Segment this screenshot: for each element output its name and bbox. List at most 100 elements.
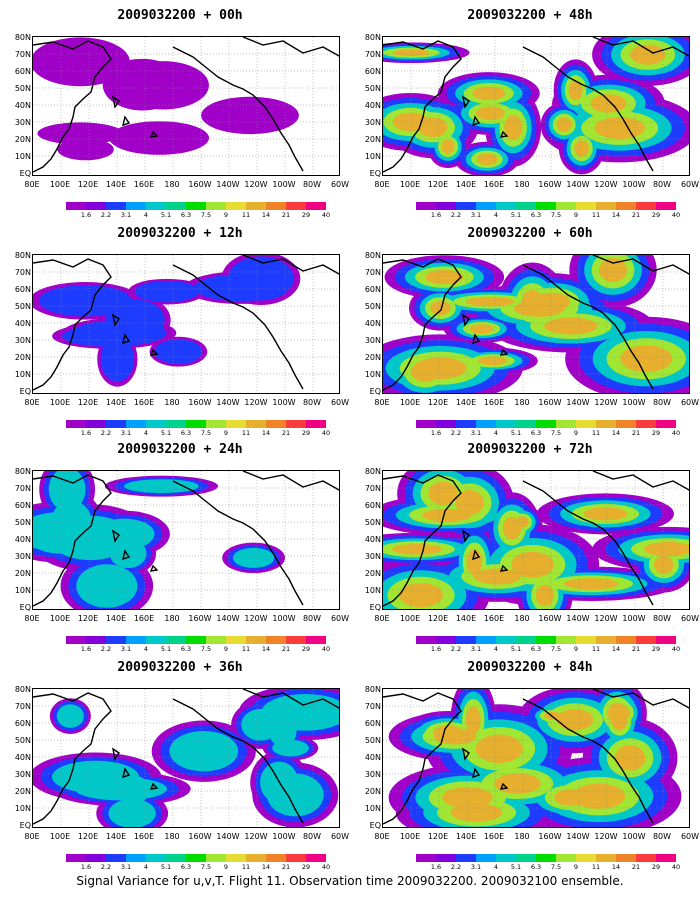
- variance-field: [33, 255, 339, 393]
- colorbar-swatch: [436, 854, 456, 862]
- variance-contour: [594, 117, 645, 140]
- lat-label: 10N: [14, 804, 31, 813]
- lon-label: 160W: [538, 614, 562, 623]
- lat-label: EQ: [19, 603, 31, 612]
- lat-label: 60N: [14, 501, 31, 510]
- map-panel: 2009032200 + 72h 80N 70N 60N 50N 40N 30N 20N 10N…: [360, 440, 700, 653]
- variance-contour: [473, 568, 521, 585]
- variance-field: [33, 689, 339, 827]
- colorbar: [416, 420, 676, 428]
- coastline: [242, 255, 339, 275]
- colorbar-label: 6.3: [530, 863, 542, 871]
- lon-label: 100E: [49, 398, 71, 407]
- variance-contour: [169, 730, 239, 772]
- coastline: [383, 40, 462, 173]
- variance-contour: [556, 117, 572, 132]
- map-panel: 2009032200 + 12h 80N 70N 60N 50N 40N 30N 20N 10N…: [10, 224, 350, 437]
- map-panel: 2009032200 + 84h 80N 70N 60N 50N 40N 30N 20N 10N…: [360, 658, 700, 871]
- coastline: [33, 692, 112, 825]
- colorbar-label: 11: [241, 429, 251, 437]
- colorbar-label: 7.5: [200, 211, 212, 219]
- colorbar-swatch: [456, 854, 476, 862]
- colorbar-label: 5.1: [510, 645, 522, 653]
- lon-label: 160E: [133, 614, 155, 623]
- lat-label: 20N: [14, 135, 31, 144]
- lon-label: 140E: [105, 832, 127, 841]
- lon-label: 120E: [77, 832, 99, 841]
- colorbar-labels: 1.6 2.2 3.1 4 5.1 6.3 7.5 9 11 14 21 29 40: [66, 645, 346, 653]
- colorbar-label: 1.6: [430, 211, 442, 219]
- coastline: [461, 747, 509, 790]
- lat-label: EQ: [19, 169, 31, 178]
- lat-label: 10N: [364, 370, 381, 379]
- lon-label: 100W: [272, 832, 296, 841]
- coastline: [461, 313, 509, 356]
- variance-contour: [494, 773, 541, 794]
- lon-label: 100E: [49, 832, 71, 841]
- colorbar-swatch: [636, 636, 656, 644]
- colorbar-labels: 1.6 2.2 3.1 4 5.1 6.3 7.5 9 11 14 21 29 40: [66, 863, 346, 871]
- lon-label: 120W: [594, 398, 618, 407]
- variance-contour: [425, 270, 464, 285]
- colorbar-swatch: [306, 420, 326, 428]
- colorbar-label: 29: [651, 645, 661, 653]
- coastline: [592, 471, 689, 491]
- lon-label: 160W: [188, 832, 212, 841]
- coastline: [522, 46, 654, 172]
- lat-label: 10N: [14, 370, 31, 379]
- lon-label: 120E: [427, 614, 449, 623]
- colorbar-label: 3.1: [470, 863, 482, 871]
- map-panel: 2009032200 + 48h 80N 70N 60N 50N 40N 30N 20N 10N…: [360, 6, 700, 219]
- variance-contour: [472, 86, 506, 101]
- colorbar-label: 2.2: [450, 429, 462, 437]
- panel-title: 2009032200 + 00h: [117, 8, 243, 23]
- colorbar-label: 21: [631, 211, 641, 219]
- colorbar-label: 2.2: [100, 211, 112, 219]
- colorbar-labels: 1.6 2.2 3.1 4 5.1 6.3 7.5 9 11 14 21 29 40: [416, 645, 696, 653]
- lat-label: 40N: [14, 753, 31, 762]
- panel-title: 2009032200 + 60h: [467, 226, 593, 241]
- colorbar-label: 29: [651, 429, 661, 437]
- colorbar-swatch: [576, 636, 596, 644]
- panel-title: 2009032200 + 12h: [117, 226, 243, 241]
- colorbar-label: 3.1: [470, 429, 482, 437]
- colorbar-labels: 1.6 2.2 3.1 4 5.1 6.3 7.5 9 11 14 21 29 40: [66, 429, 346, 437]
- variance-contour: [563, 578, 619, 590]
- colorbar-swatch: [416, 420, 436, 428]
- colorbar-label: 6.3: [530, 429, 542, 437]
- colorbar-label: 9: [573, 863, 579, 871]
- lon-label: 140W: [216, 398, 240, 407]
- lat-label: 20N: [364, 353, 381, 362]
- lon-label: 100E: [49, 614, 71, 623]
- colorbar-label: 6.3: [530, 211, 542, 219]
- lon-label: 100W: [272, 180, 296, 189]
- colorbar-swatch: [166, 420, 186, 428]
- lat-label: 50N: [14, 736, 31, 745]
- lat-label: EQ: [369, 169, 381, 178]
- lon-label: 80E: [374, 614, 390, 623]
- colorbar-label: 14: [261, 429, 271, 437]
- colorbar-swatch: [286, 636, 306, 644]
- lon-label: 120W: [244, 398, 268, 407]
- colorbar-swatch: [516, 202, 536, 210]
- colorbar-swatch: [266, 420, 286, 428]
- variance-contour: [37, 122, 123, 145]
- colorbar-label: 5.1: [160, 645, 172, 653]
- colorbar-label: 29: [301, 429, 311, 437]
- colorbar-swatch: [436, 420, 456, 428]
- colorbar-label: 6.3: [530, 645, 542, 653]
- lon-label: 60W: [330, 180, 350, 189]
- panel-title: 2009032200 + 84h: [467, 660, 593, 675]
- lon-label: 120W: [594, 614, 618, 623]
- variance-contour: [476, 106, 505, 121]
- colorbar-swatch: [556, 202, 576, 210]
- colorbar-label: 2.2: [100, 645, 112, 653]
- coastline: [522, 698, 654, 824]
- lon-label: 120W: [594, 180, 618, 189]
- colorbar-swatch: [66, 420, 86, 428]
- colorbar-swatch: [86, 636, 106, 644]
- map-area: [382, 254, 690, 394]
- lon-label: 100W: [622, 832, 646, 841]
- colorbar-label: 3.1: [120, 429, 132, 437]
- lat-label: 80N: [364, 685, 381, 694]
